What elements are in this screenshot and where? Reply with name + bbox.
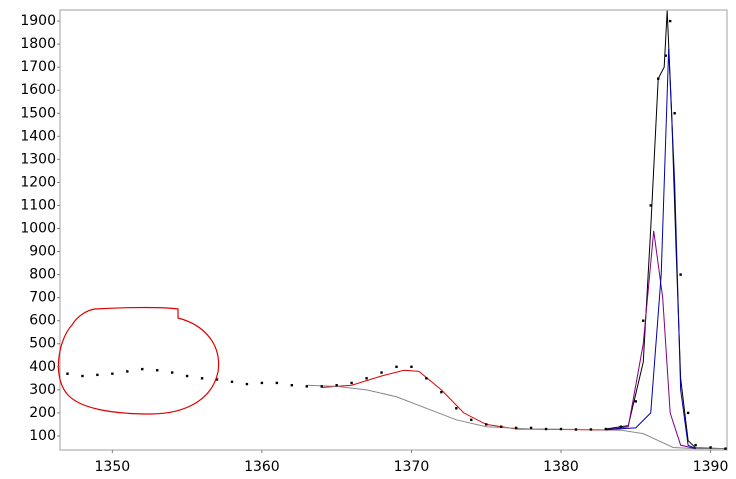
data-point <box>485 423 488 426</box>
data-point <box>470 418 473 422</box>
y-tick-label: 1900 <box>20 13 56 29</box>
data-point <box>686 411 690 415</box>
data-point <box>425 377 428 380</box>
x-tick-label: 1360 <box>244 459 280 475</box>
y-tick-label: 600 <box>29 313 56 329</box>
y-tick-label: 1500 <box>20 105 56 121</box>
y-tick-label: 1100 <box>20 197 56 213</box>
data-point <box>668 19 672 23</box>
y-tick-label: 800 <box>29 267 56 283</box>
data-point <box>365 377 368 380</box>
fit-line <box>605 10 726 450</box>
x-tick-label: 1350 <box>95 459 131 475</box>
data-point <box>634 400 637 403</box>
marks <box>66 10 727 450</box>
data-point <box>141 367 144 371</box>
data-point <box>215 378 219 381</box>
plot-frame <box>59 9 728 451</box>
data-point <box>320 385 323 388</box>
y-tick-label: 900 <box>29 244 56 260</box>
data-point <box>96 373 99 377</box>
data-point <box>380 371 383 374</box>
data-point <box>410 365 413 368</box>
y-tick-label: 1200 <box>20 174 56 190</box>
y-tick-label: 200 <box>29 405 56 421</box>
data-point <box>455 407 458 410</box>
data-point <box>275 381 279 385</box>
y-tick-label: 1800 <box>20 36 56 52</box>
data-point <box>679 273 682 276</box>
data-point <box>642 319 645 322</box>
data-point <box>81 374 84 378</box>
data-point <box>664 54 667 57</box>
data-point <box>544 427 548 431</box>
x-tick-label: 1380 <box>543 459 579 475</box>
data-point <box>604 427 608 431</box>
data-point <box>559 427 563 431</box>
data-point <box>529 426 533 430</box>
y-tick-label: 1600 <box>20 82 56 98</box>
data-point <box>619 425 623 428</box>
data-point <box>574 428 578 431</box>
data-point <box>673 112 676 115</box>
data-point <box>290 384 294 387</box>
data-point <box>657 77 660 80</box>
data-point <box>156 369 159 372</box>
data-point <box>709 446 712 449</box>
y-tick-label: 1400 <box>20 128 56 144</box>
data-point <box>305 385 308 388</box>
data-point <box>335 384 338 387</box>
data-point <box>395 365 398 368</box>
data-point <box>649 204 652 207</box>
data-point <box>350 381 353 385</box>
data-point <box>126 370 129 373</box>
data-point <box>440 390 443 394</box>
data-point <box>499 425 503 428</box>
y-tick-label: 400 <box>29 359 56 375</box>
y-tick-label: 500 <box>29 336 56 352</box>
y-tick-label: 1700 <box>20 59 56 75</box>
fit-line <box>605 230 696 450</box>
data-point <box>694 443 697 447</box>
data-point <box>111 372 114 375</box>
data-point <box>245 382 249 386</box>
data-point <box>185 374 189 378</box>
data-point <box>724 447 727 450</box>
y-tick-label: 700 <box>29 290 56 306</box>
y-tick-label: 100 <box>29 428 56 444</box>
data-point <box>514 426 518 430</box>
data-point <box>589 428 593 431</box>
x-tick-label: 1390 <box>693 459 729 475</box>
x-tick-label: 1370 <box>394 459 430 475</box>
fit-line <box>605 48 696 450</box>
data-point <box>230 380 234 383</box>
data-point <box>200 377 204 380</box>
data-point <box>170 371 174 374</box>
y-tick-label: 300 <box>29 382 56 398</box>
data-point <box>66 372 69 375</box>
y-tick-label: 1300 <box>20 151 56 167</box>
data-point <box>260 381 264 385</box>
y-tick-label: 1000 <box>20 221 56 237</box>
annotation-circle <box>57 306 220 415</box>
